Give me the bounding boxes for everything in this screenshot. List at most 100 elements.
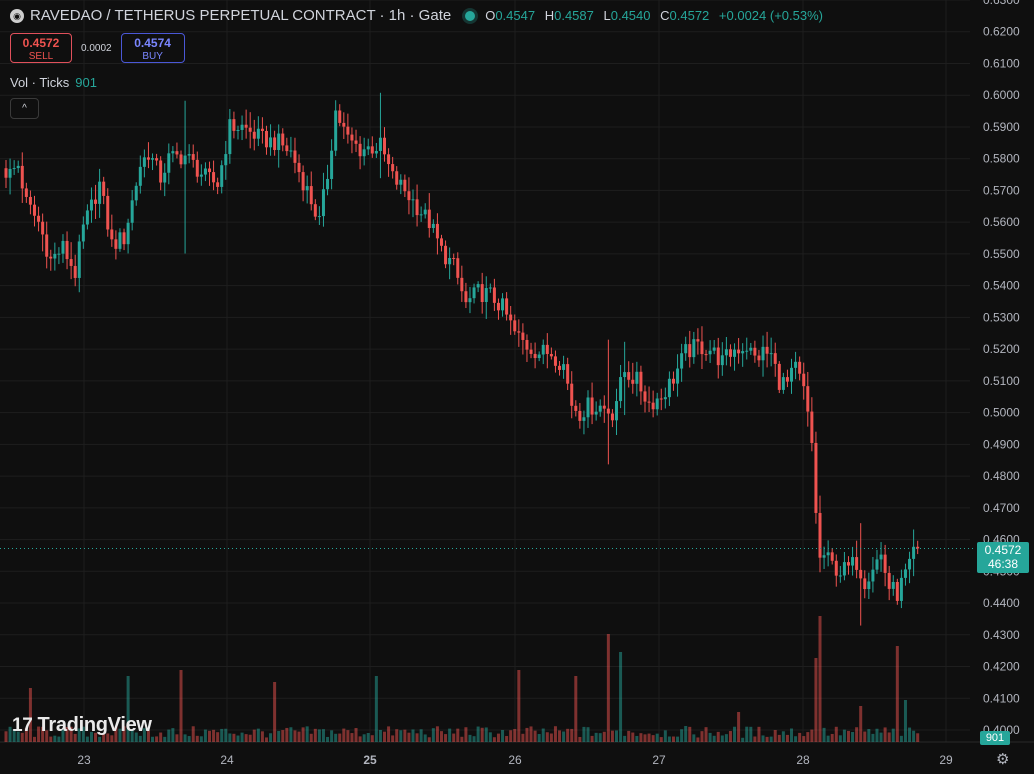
candle-body [822,555,826,558]
candle-body [293,150,297,163]
volume-bar [236,735,240,742]
candle-body [460,277,464,292]
volume-bar [663,730,667,742]
volume-bar [635,735,639,742]
volume-bar [769,736,773,742]
volume-bar [407,732,411,742]
volume-bar [505,736,509,742]
volume-bar [802,736,806,742]
candle-body [53,253,57,259]
volume-bar [383,731,387,742]
candle-body [8,168,12,178]
candle-body [187,154,191,156]
candle-body [387,154,391,165]
buy-button[interactable]: 0.4574 BUY [120,33,185,63]
volume-bar [110,735,114,742]
volume-bar [537,734,541,742]
candle-body [305,186,309,191]
volume-bar [73,733,77,742]
volume-bar [28,688,32,742]
candle-body [712,347,716,351]
tradingview-logo[interactable]: 17 TradingView [12,714,152,737]
volume-bar [419,729,423,742]
volume-bar [354,728,358,742]
volume-bar [69,726,73,742]
candle-body [456,258,460,278]
candle-body [724,349,728,356]
volume-bar [305,726,309,742]
volume-bar [12,729,16,742]
candle-body [814,442,818,513]
volume-bar [391,735,395,742]
candle-body [912,546,916,559]
candle-body [700,341,704,355]
candle-body [277,133,281,150]
candle-body [81,224,85,242]
volume-bar [916,733,920,742]
candle-body [171,151,175,154]
volume-bar [667,736,671,742]
volume-bar [753,736,757,742]
candle-body [733,349,737,357]
volume-bar [643,734,647,742]
volume-bar [175,734,179,742]
volume-bar [358,736,362,742]
candle-body [728,349,732,357]
gear-icon[interactable]: ⚙ [996,751,1010,768]
candle-body [248,127,252,132]
volume-bar [549,733,553,742]
volume-bar [252,729,256,742]
volume-bar [142,728,146,742]
volume-bar [81,726,85,742]
candle-body [378,137,382,151]
candle-body [28,196,32,205]
volume-bar [57,736,61,742]
volume-legend[interactable]: Vol · Ticks 901 [10,75,97,90]
candle-body [903,569,907,578]
candle-body [525,339,529,350]
volume-bar [842,729,846,742]
candle-body [765,346,769,354]
volume-bar [244,734,248,742]
volume-legend-value: 901 [75,75,97,90]
x-axis-tick-label: 24 [220,753,234,767]
candle-body [639,371,643,392]
volume-bar [830,733,834,742]
y-axis-tick-label: 0.4300 [983,628,1020,642]
volume-bar [863,731,867,742]
candle-body [737,349,741,354]
volume-bar [20,732,24,742]
y-axis-tick-label: 0.5400 [983,279,1020,293]
candle-body [647,401,651,403]
sell-button[interactable]: 0.4572 SELL [10,33,72,63]
volume-bar [623,735,627,742]
high-label: H [544,8,555,23]
candle-body [802,373,806,387]
candle-body [350,134,354,141]
candle-body [240,124,244,130]
candle-body [615,401,618,421]
candle-body [777,363,781,390]
candle-body [586,397,590,418]
buy-label: BUY [142,51,163,62]
volume-bar [163,736,167,742]
symbol-title[interactable]: RAVEDAO / TETHERUS PERPETUAL CONTRACT · … [30,7,452,24]
candle-body [533,353,537,359]
candle-body [867,581,871,590]
candle-body [745,350,749,352]
collapse-legend-button[interactable]: ^ [10,98,39,119]
volume-bar [45,730,49,742]
candle-body [895,581,899,601]
candle-body [753,347,757,356]
last-price-value: 0.4572 [984,543,1022,557]
volume-bar [159,732,163,742]
candle-body [61,240,65,254]
y-axis-tick-label: 0.5200 [983,342,1020,356]
candle-body [806,386,810,412]
buy-price: 0.4574 [134,36,171,50]
candle-body [224,154,228,166]
candle-body [464,291,468,303]
volume-bar [590,735,594,742]
symbol-logo-icon[interactable]: ◉ [10,8,24,23]
